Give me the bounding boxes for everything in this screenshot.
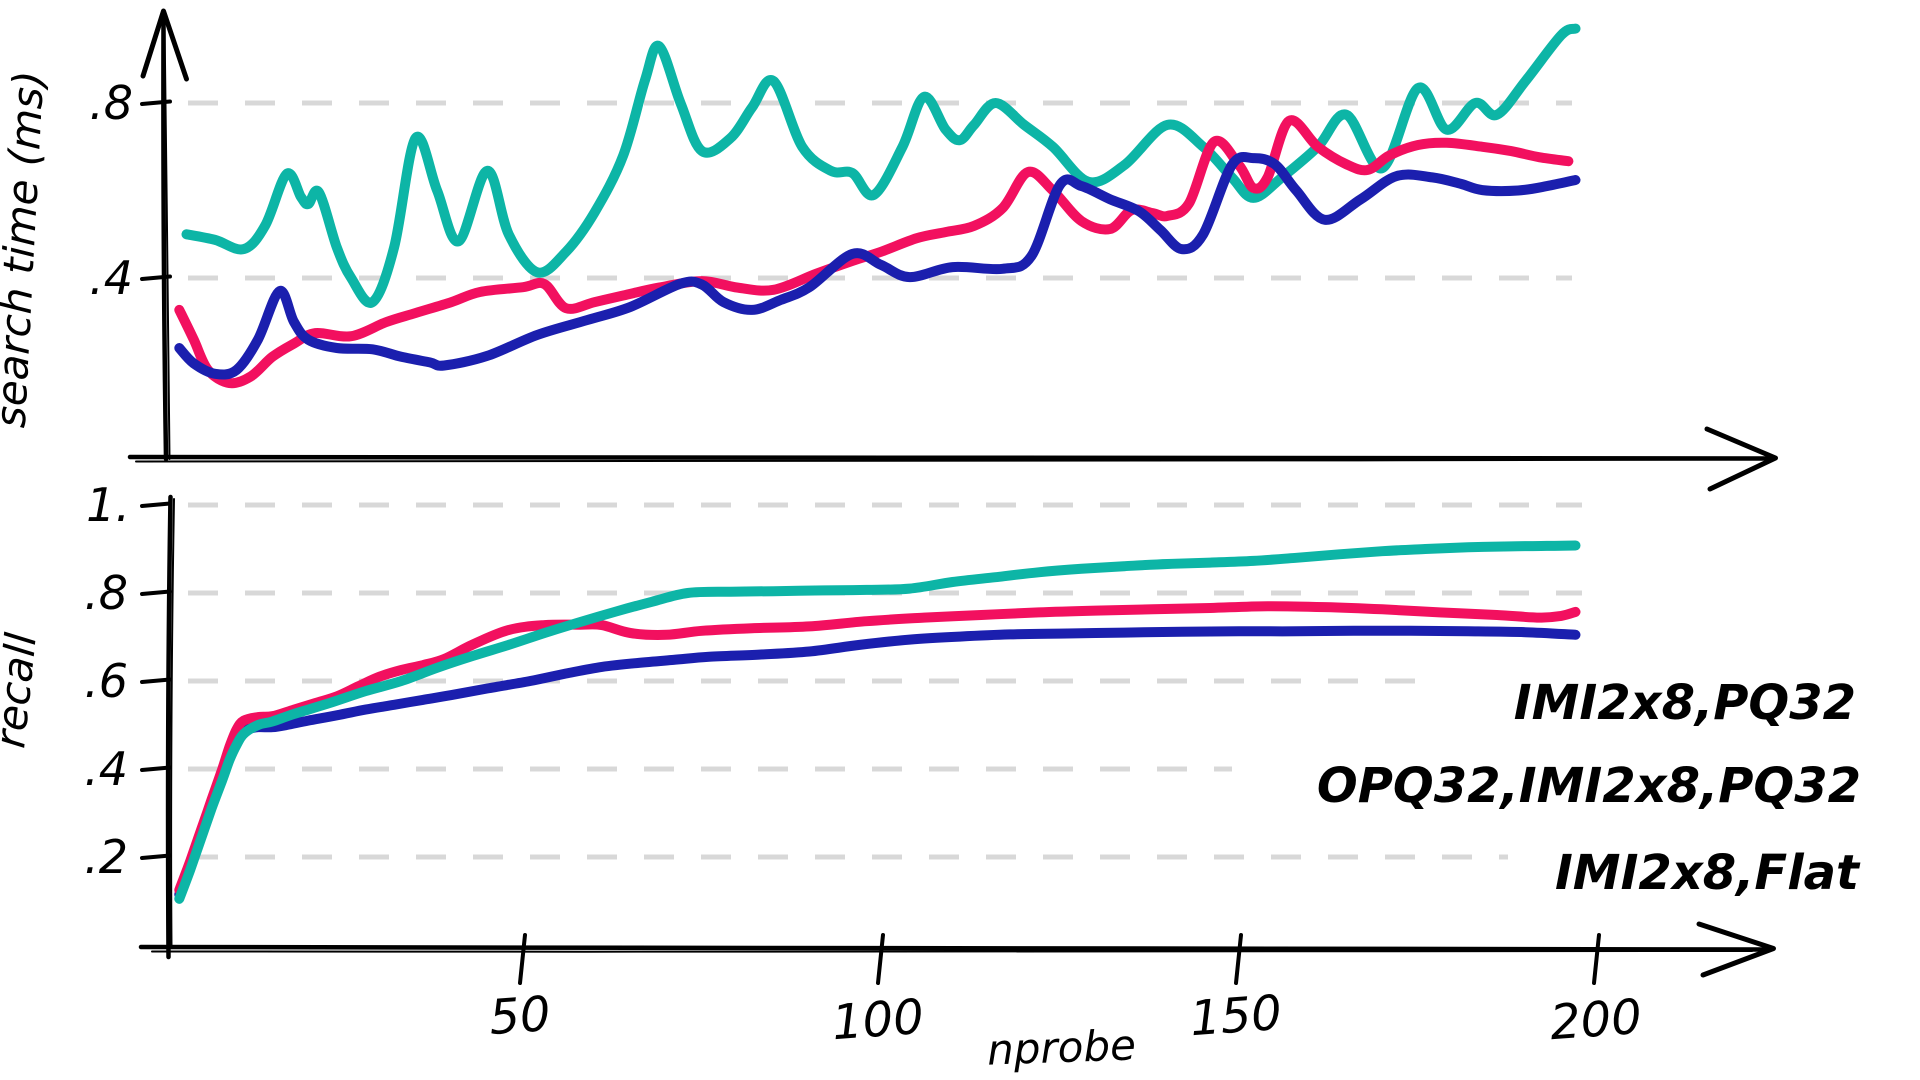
bottom-ytick-label-02: .2	[84, 830, 128, 884]
xtick-label-150: 150	[1188, 985, 1283, 1047]
bottom-x-axis-title: nprobe	[986, 1020, 1136, 1074]
y-tick	[140, 589, 172, 596]
data-curves	[174, 23, 1581, 904]
series-IMI2x8,PQ32	[174, 151, 1581, 380]
bottom-x-axis-arrow-icon	[1696, 921, 1776, 978]
legend-imi2x8-pq32: IMI2x8,PQ32	[1514, 675, 1856, 731]
bottom-x-axis	[138, 944, 1770, 952]
bottom-ytick-label-10: 1.	[86, 478, 130, 532]
x-tick	[1234, 933, 1243, 985]
bottom-y-axis-sketch	[170, 498, 175, 946]
series-OPQ32,IMI2x8,PQ32	[174, 601, 1581, 895]
y-tick	[140, 853, 172, 860]
xtick-label-50: 50	[487, 986, 552, 1046]
top-chart-axes	[127, 8, 1778, 492]
bottom-ytick-label-04: .4	[84, 742, 128, 796]
xtick-label-100: 100	[830, 989, 925, 1051]
top-y-axis-title: search time (ms)	[0, 69, 53, 429]
xtick-label-200: 200	[1548, 989, 1643, 1051]
bottom-y-axis-title: recall	[0, 630, 46, 750]
top-ytick-label-08: .8	[89, 76, 133, 130]
legend-opq32-imi2x8-pq32: OPQ32,IMI2x8,PQ32	[1317, 758, 1861, 814]
bottom-x-axis-sketch	[151, 949, 1753, 953]
y-tick	[140, 765, 172, 772]
y-tick	[140, 99, 172, 106]
top-x-axis	[127, 454, 1771, 461]
bottom-xtick-labels: 50 100 150 200	[487, 985, 1643, 1051]
top-y-axis	[161, 13, 169, 462]
series-IMI2x8,Flat	[174, 540, 1581, 904]
top-y-axis-sketch	[163, 21, 171, 460]
x-tick	[876, 933, 885, 985]
series-OPQ32,IMI2x8,PQ32	[174, 115, 1574, 389]
legend: IMI2x8,PQ32 OPQ32,IMI2x8,PQ32 IMI2x8,Fla…	[1317, 675, 1861, 901]
x-tick	[518, 933, 527, 985]
bottom-ytick-label-08: .8	[84, 566, 128, 620]
bottom-chart-axes	[138, 494, 1776, 978]
top-x-axis-sketch	[135, 458, 1759, 463]
bottom-ytick-labels: .2 .4 .6 .8 1.	[84, 478, 130, 884]
tick-marks	[140, 99, 1601, 985]
top-ytick-labels: .4 .8	[89, 76, 133, 305]
bottom-y-axis	[165, 494, 173, 960]
top-x-axis-arrow-icon	[1704, 426, 1778, 492]
top-ytick-label-04: .4	[89, 251, 133, 305]
y-tick	[140, 274, 172, 281]
top-y-axis-arrow-icon	[140, 8, 189, 82]
y-tick	[140, 501, 172, 508]
legend-imi2x8-flat: IMI2x8,Flat	[1555, 845, 1861, 901]
x-tick	[1592, 933, 1601, 985]
y-tick	[140, 677, 172, 684]
bottom-ytick-label-06: .6	[84, 654, 128, 708]
